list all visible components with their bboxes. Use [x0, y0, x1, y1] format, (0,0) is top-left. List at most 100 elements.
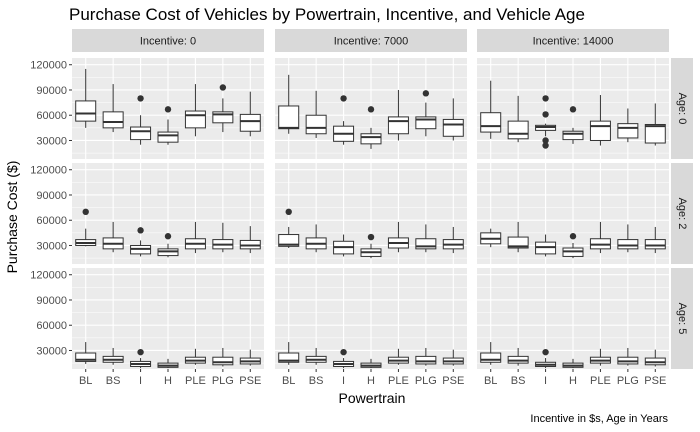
box-bl — [278, 342, 300, 365]
box-pse — [644, 103, 666, 146]
strip-background — [671, 58, 693, 159]
box-iqr — [617, 239, 639, 250]
box-h — [157, 358, 179, 369]
box-bs — [102, 347, 124, 365]
box-bl — [75, 208, 97, 247]
y-axis: 30000 60000 90000 120000 30000 60000 90000 1200… — [30, 60, 72, 357]
outlier-point — [569, 233, 577, 240]
y-tick-label: 30000 — [36, 240, 67, 252]
box-iqr — [415, 355, 437, 365]
outlier-point — [542, 142, 549, 149]
x-tick-label: H — [569, 375, 577, 387]
box-iqr — [507, 120, 529, 140]
y-tick-label: 120000 — [30, 270, 67, 282]
panel-boxes — [480, 80, 666, 149]
box-plg — [212, 222, 234, 253]
x-tick-label: BL — [282, 375, 295, 387]
panel-boxes — [278, 342, 464, 369]
row-strip: Age: 2 — [671, 163, 693, 264]
box-bs — [507, 95, 529, 143]
panel-boxes — [75, 208, 261, 258]
box-ple — [589, 221, 611, 254]
box-iqr — [102, 111, 124, 129]
box-iqr — [617, 123, 639, 139]
box-iqr — [278, 105, 300, 130]
box-bl — [278, 74, 300, 134]
outlier-point — [285, 208, 292, 216]
panel-boxes — [75, 68, 261, 145]
chart-caption: Incentive in $s, Age in Years — [530, 413, 668, 425]
facet-panel — [72, 268, 264, 369]
box-ple — [387, 221, 409, 253]
box-bs — [507, 347, 529, 366]
chart-title: Purchase Cost of Vehicles by Powertrain,… — [69, 5, 585, 24]
x-tick-label: BS — [511, 375, 526, 387]
box-i — [535, 234, 557, 257]
outlier-point — [542, 348, 549, 356]
box-plg — [617, 108, 639, 143]
x-axis: BL BS I H PLE PLG PSE BL BS I H PLE PLG PSE BL BS I H PLE P… — [79, 369, 666, 387]
box-iqr — [644, 123, 666, 144]
x-tick-label: PSE — [442, 375, 464, 387]
box-iqr — [75, 352, 97, 362]
box-i — [535, 348, 557, 369]
col-strip-label: Incentive: 0 — [140, 36, 196, 48]
box-pse — [644, 349, 666, 367]
box-i — [130, 95, 152, 145]
box-h — [562, 106, 584, 144]
y-tick-label: 90000 — [36, 295, 67, 307]
x-tick-label: I — [139, 375, 142, 387]
box-ple — [589, 95, 611, 146]
box-iqr — [157, 131, 179, 143]
outlier-point — [164, 106, 172, 113]
box-iqr — [212, 111, 234, 124]
y-tick-label: 60000 — [36, 110, 67, 122]
box-iqr — [442, 118, 464, 137]
col-strip: Incentive: 14000 — [477, 29, 669, 52]
box-ple — [184, 84, 206, 137]
box-iqr — [387, 116, 409, 135]
box-iqr — [589, 120, 611, 141]
outlier-point — [137, 227, 144, 234]
box-plg — [212, 347, 234, 367]
strip-background — [72, 29, 264, 52]
x-tick-label: PLG — [617, 375, 639, 387]
box-h — [360, 106, 382, 149]
box-i — [333, 95, 355, 145]
box-plg — [415, 224, 437, 253]
row-strip-label: Age: 0 — [676, 93, 688, 125]
x-tick-label: BL — [79, 375, 92, 387]
box-i — [535, 95, 557, 149]
box-bl — [75, 342, 97, 364]
box-plg — [415, 347, 437, 366]
box-bl — [480, 342, 502, 365]
x-tick-label: PSE — [239, 375, 261, 387]
outlier-point — [137, 348, 144, 356]
y-tick-label: 120000 — [30, 60, 67, 72]
col-strip: Incentive: 7000 — [275, 29, 467, 52]
x-tick-label: BL — [484, 375, 497, 387]
outlier-point — [164, 233, 172, 240]
box-h — [562, 233, 584, 259]
box-iqr — [278, 234, 300, 247]
box-iqr — [305, 114, 327, 135]
outlier-point — [542, 111, 549, 118]
box-plg — [415, 90, 437, 137]
box-ple — [589, 348, 611, 366]
box-iqr — [75, 100, 97, 122]
box-pse — [442, 98, 464, 141]
box-ple — [387, 348, 409, 365]
box-h — [562, 358, 584, 369]
box-i — [333, 234, 355, 257]
box-iqr — [212, 356, 234, 366]
row-strip: Age: 0 — [671, 58, 693, 159]
panel-boxes — [480, 221, 666, 259]
outlier-point — [367, 106, 375, 113]
x-tick-label: PLG — [415, 375, 437, 387]
box-plg — [617, 224, 639, 253]
box-ple — [387, 89, 409, 141]
x-tick-label: PLG — [212, 375, 234, 387]
box-pse — [644, 226, 666, 254]
outlier-point — [569, 106, 577, 113]
